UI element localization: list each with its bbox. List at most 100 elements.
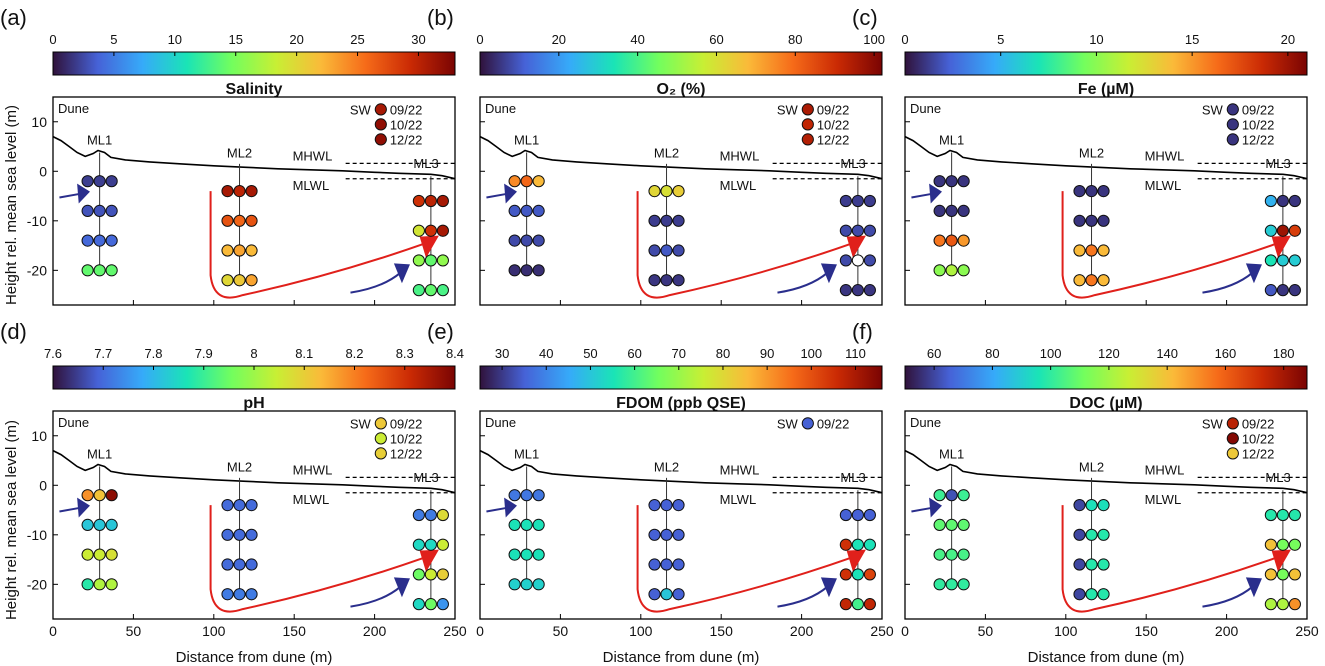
seawater-arrowhead — [393, 577, 410, 598]
y-tick-label: 10 — [31, 428, 47, 444]
data-point — [412, 508, 425, 522]
data-point — [945, 175, 958, 188]
sw-label: SW — [1202, 102, 1224, 117]
sw-marker — [374, 133, 387, 146]
data-point — [933, 489, 946, 502]
data-point — [221, 558, 234, 571]
data-point — [672, 588, 685, 601]
ml2-label: ML2 — [654, 145, 679, 160]
panel-title: FDOM (ppb QSE) — [616, 395, 746, 412]
data-point — [221, 528, 234, 541]
data-point — [933, 204, 946, 218]
colorbar-tick-label: 20 — [552, 32, 566, 47]
panel-title: Salinity — [226, 81, 283, 98]
sw-date: 09/22 — [1242, 102, 1275, 117]
dune-label: Dune — [58, 101, 89, 116]
data-point — [532, 548, 545, 561]
data-point — [233, 588, 246, 601]
beach-profile — [52, 135, 456, 180]
colorbar-tick-label: 30 — [495, 346, 509, 361]
sw-marker — [1226, 447, 1239, 460]
sw-date: 12/22 — [1242, 446, 1275, 461]
data-point — [532, 518, 545, 532]
data-point — [1085, 274, 1098, 287]
data-point — [221, 244, 234, 257]
sw-marker — [1226, 118, 1239, 131]
data-point — [508, 234, 521, 247]
colorbar-tick-label: 20 — [1281, 32, 1295, 47]
data-point — [839, 194, 852, 208]
flow-arrow-red — [209, 191, 427, 299]
colorbar-tick-label: 80 — [985, 346, 999, 361]
data-point — [1288, 598, 1301, 611]
data-point — [957, 234, 970, 247]
data-point — [1073, 558, 1086, 571]
data-point — [532, 175, 545, 188]
colorbar-tick-label: 25 — [350, 32, 364, 47]
data-point — [933, 234, 946, 247]
data-point — [839, 568, 852, 581]
data-point — [412, 254, 425, 267]
data-point — [93, 175, 106, 188]
dune-label: Dune — [58, 415, 89, 430]
data-point — [648, 588, 661, 601]
sw-date: 09/22 — [390, 102, 423, 117]
sw-label: SW — [1202, 416, 1224, 431]
inflow-arrowhead — [929, 183, 942, 204]
ml2-label: ML2 — [1079, 459, 1104, 474]
data-point — [945, 518, 958, 532]
data-point — [1073, 588, 1086, 601]
y-tick-label: 0 — [39, 477, 47, 493]
data-point — [221, 498, 234, 512]
sw-marker — [1226, 133, 1239, 146]
axes-box — [904, 96, 1308, 306]
data-point — [221, 214, 234, 227]
data-point — [1264, 538, 1277, 551]
colorbar-tick-label: 80 — [716, 346, 730, 361]
data-point — [1288, 538, 1301, 551]
data-point — [412, 224, 425, 237]
colorbar-tick-label: 40 — [539, 346, 553, 361]
colorbar-tick-label: 60 — [709, 32, 723, 47]
colorbar-tick-label: 8.1 — [295, 346, 313, 361]
mlwl-label: MLWL — [1145, 178, 1182, 193]
y-tick-label: 10 — [31, 114, 47, 130]
axes-box — [52, 96, 456, 306]
sw-label: SW — [350, 416, 372, 431]
data-point — [863, 598, 876, 611]
data-point — [1288, 508, 1301, 522]
data-point — [1264, 194, 1277, 208]
inflow-arrowhead — [929, 497, 942, 518]
beach-profile — [52, 449, 456, 494]
flow-arrow-red — [1061, 505, 1279, 613]
data-point — [957, 548, 970, 561]
colorbar-tick-label: 7.6 — [44, 346, 62, 361]
ml2-label: ML2 — [227, 145, 252, 160]
sw-date: 10/22 — [1242, 117, 1275, 132]
sw-date: 10/22 — [1242, 431, 1275, 446]
mhwl-label: MHWL — [293, 148, 333, 163]
data-point — [1288, 254, 1301, 267]
data-point — [508, 264, 521, 277]
y-axis-label-bottom: Height rel. mean sea level (m) — [3, 420, 20, 620]
data-point — [105, 204, 118, 218]
data-point — [660, 244, 673, 257]
flow-arrowhead-red — [419, 235, 439, 258]
data-point — [957, 518, 970, 532]
data-point — [81, 204, 94, 218]
x-axis-label: Distance from dune (m) — [176, 649, 333, 666]
data-point — [648, 498, 661, 512]
colorbar-tick-label: 50 — [583, 346, 597, 361]
inflow-arrowhead — [77, 183, 90, 204]
mlwl-label: MLWL — [293, 492, 330, 507]
flow-arrowhead-red — [419, 549, 439, 572]
ml1-label: ML1 — [514, 447, 539, 462]
ml1-label: ML1 — [87, 447, 112, 462]
data-point — [1288, 194, 1301, 208]
data-point — [863, 254, 876, 267]
colorbar-tick-label: 140 — [1156, 346, 1178, 361]
x-tick-label: 0 — [49, 623, 57, 639]
axes-box — [479, 410, 883, 620]
data-point — [945, 234, 958, 247]
data-point — [81, 489, 94, 502]
